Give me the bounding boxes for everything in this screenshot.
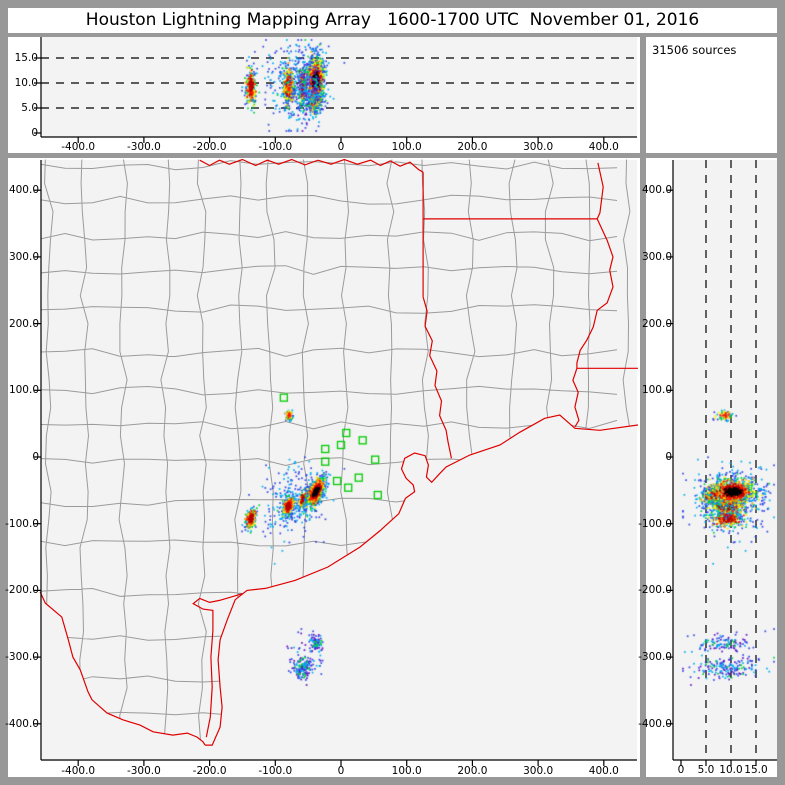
altitude-vs-northsouth-panel: 400.0 300.0 200.0 100.0 0 -100.0 -200.0 -300.0 -… <box>638 158 777 777</box>
tick-label: -200.0 <box>192 765 227 777</box>
tick-label: -200.0 <box>192 141 227 153</box>
tick-label: 0 <box>32 450 39 463</box>
altitude-vs-eastwest-canvas[interactable] <box>8 37 640 153</box>
tick-label: -100.0 <box>5 517 39 530</box>
tick-label: -100.0 <box>638 517 672 530</box>
tick-label: 100.0 <box>391 141 422 153</box>
tick-label: 200.0 <box>641 317 672 330</box>
tick-label: 200.0 <box>457 141 488 153</box>
plan-view-canvas[interactable] <box>8 158 640 777</box>
tick-label: -300.0 <box>638 651 672 664</box>
tick-label: 5.0 <box>21 102 38 114</box>
tick-label: -400.0 <box>61 765 96 777</box>
tick-label: 0 <box>337 141 345 153</box>
tick-label: 0 <box>337 765 345 777</box>
tick-label: 15.0 <box>744 764 768 776</box>
source-count-box: 31506 sources <box>646 37 777 153</box>
tick-label: -200.0 <box>5 584 39 597</box>
tick-label: -400.0 <box>61 141 96 153</box>
tick-label: -300.0 <box>126 141 161 153</box>
tick-label: 10.0 <box>719 764 743 776</box>
tick-label: -200.0 <box>638 584 672 597</box>
tick-label: 400.0 <box>588 765 619 777</box>
altitude-vs-eastwest-panel: 0 5.0 10.0 15.0 -400.0 -300.0 -200.0 -100.0 0 100… <box>8 37 640 153</box>
tick-label: 200.0 <box>8 317 39 330</box>
tick-label: -300.0 <box>126 765 161 777</box>
tick-label: 300.0 <box>523 141 554 153</box>
page-title: Houston Lightning Mapping Array 1600-170… <box>8 8 777 33</box>
tick-label: 400.0 <box>8 184 39 197</box>
source-count-label: 31506 sources <box>652 43 737 57</box>
tick-label: 200.0 <box>457 765 488 777</box>
tick-label: 400.0 <box>641 184 672 197</box>
tick-label: 0 <box>31 127 38 139</box>
tick-label: 0 <box>665 450 672 463</box>
tick-label: 10.0 <box>14 77 38 89</box>
tick-label: -400.0 <box>5 717 39 730</box>
tick-label: 100.0 <box>8 384 39 397</box>
tick-label: 5.0 <box>697 764 715 776</box>
plan-view-map-panel: 400.0 300.0 200.0 100.0 0 -100.0 -200.0 -300.0 -… <box>5 158 640 777</box>
tick-label: 400.0 <box>588 141 619 153</box>
tick-label: -100.0 <box>258 141 293 153</box>
tick-label: 100.0 <box>641 384 672 397</box>
tick-label: 300.0 <box>523 765 554 777</box>
tick-label: 0 <box>677 764 685 776</box>
tick-label: 300.0 <box>641 250 672 263</box>
tick-label: 15.0 <box>14 52 38 64</box>
tick-label: -100.0 <box>258 765 293 777</box>
tick-label: 300.0 <box>8 250 39 263</box>
altitude-vs-northsouth-canvas[interactable] <box>646 158 777 777</box>
tick-label: 100.0 <box>391 765 422 777</box>
tick-label: -300.0 <box>5 651 39 664</box>
tick-label: -400.0 <box>638 717 672 730</box>
